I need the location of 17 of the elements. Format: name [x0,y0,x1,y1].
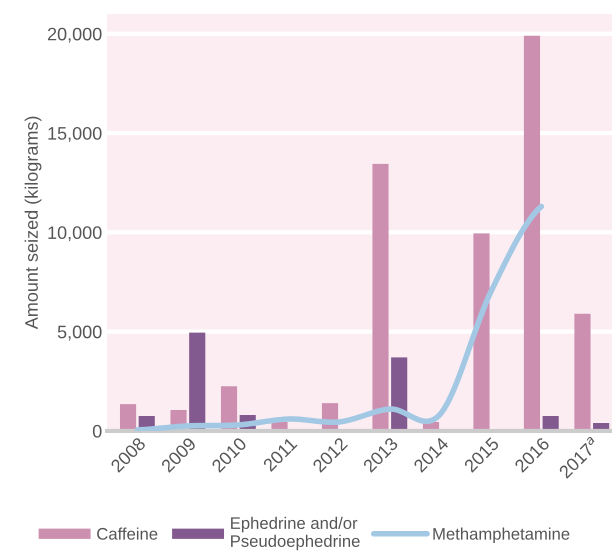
bar [372,164,389,431]
x-tick-label: 2017$^{a}$ [557,436,600,479]
bar [574,314,591,431]
y-axis-title: Amount seized (kilograms) [24,116,42,330]
y-tick-label: 5,000 [58,326,102,340]
legend-label: Ephedrine and/or Pseudoephedrine [231,516,360,550]
bar [189,332,206,431]
y-tick-label: 20,000 [48,28,102,43]
bar [524,36,540,431]
legend-label: Methamphetamine [433,527,570,544]
bar [120,404,136,431]
bar [391,357,408,431]
y-tick-label: 0 [92,424,102,438]
legend-label: Caffeine [97,527,158,540]
y-tick-label: 15,000 [48,126,102,142]
bar [473,233,490,431]
y-tick-label: 10,000 [48,226,102,242]
